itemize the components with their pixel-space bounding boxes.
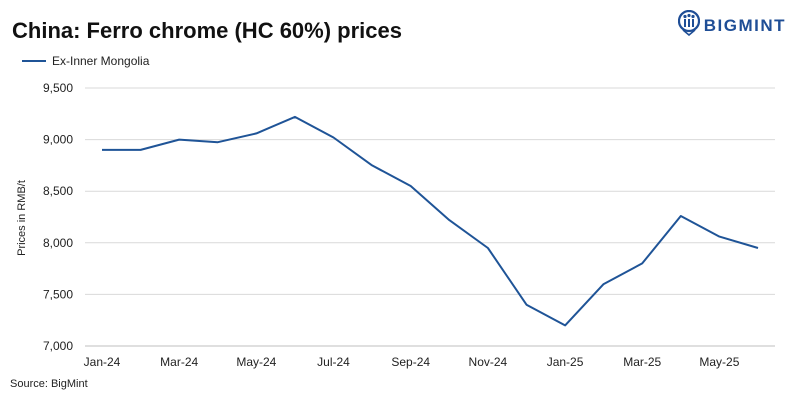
y-axis-tick-labels: 7,000 7,500 8,000 8,500 9,000 9,500 xyxy=(43,81,73,353)
grid-lines xyxy=(85,87,775,347)
y-tick-label: 7,000 xyxy=(43,339,73,353)
x-tick-label: Sep-24 xyxy=(391,355,430,369)
y-tick-label: 7,500 xyxy=(43,287,73,301)
series-line xyxy=(102,115,759,327)
y-tick-label: 9,000 xyxy=(43,133,73,147)
chart-legend: Ex-Inner Mongolia xyxy=(22,54,149,68)
brand-name: BIGMINT xyxy=(703,15,786,35)
x-tick-label: Jan-24 xyxy=(84,355,121,369)
source-note: Source: BigMint xyxy=(10,378,88,390)
legend-swatch xyxy=(22,60,46,62)
y-axis-title: Prices in RMB/t xyxy=(16,180,28,256)
x-tick-label: May-25 xyxy=(699,355,739,369)
x-tick-label: Nov-24 xyxy=(469,355,508,369)
x-tick-label: Mar-24 xyxy=(160,355,198,369)
x-tick-label: May-24 xyxy=(236,355,276,369)
legend-label: Ex-Inner Mongolia xyxy=(52,54,150,68)
y-tick-label: 8,000 xyxy=(43,236,73,250)
x-tick-label: Mar-25 xyxy=(623,355,661,369)
y-tick-label: 8,500 xyxy=(43,184,73,198)
bigmint-logo-icon xyxy=(677,9,700,41)
series-layer xyxy=(102,115,759,327)
x-tick-label: Jan-25 xyxy=(547,355,584,369)
x-tick-label: Jul-24 xyxy=(317,355,350,369)
x-axis-tick-labels: Jan-24 Mar-24 May-24 Jul-24 Sep-24 Nov-24 Jan-… xyxy=(84,355,740,369)
chart-title: China: Ferro chrome (HC 60%) prices xyxy=(12,18,402,43)
y-tick-label: 9,500 xyxy=(43,81,73,95)
brand-logo: BIGMINT xyxy=(677,9,786,41)
